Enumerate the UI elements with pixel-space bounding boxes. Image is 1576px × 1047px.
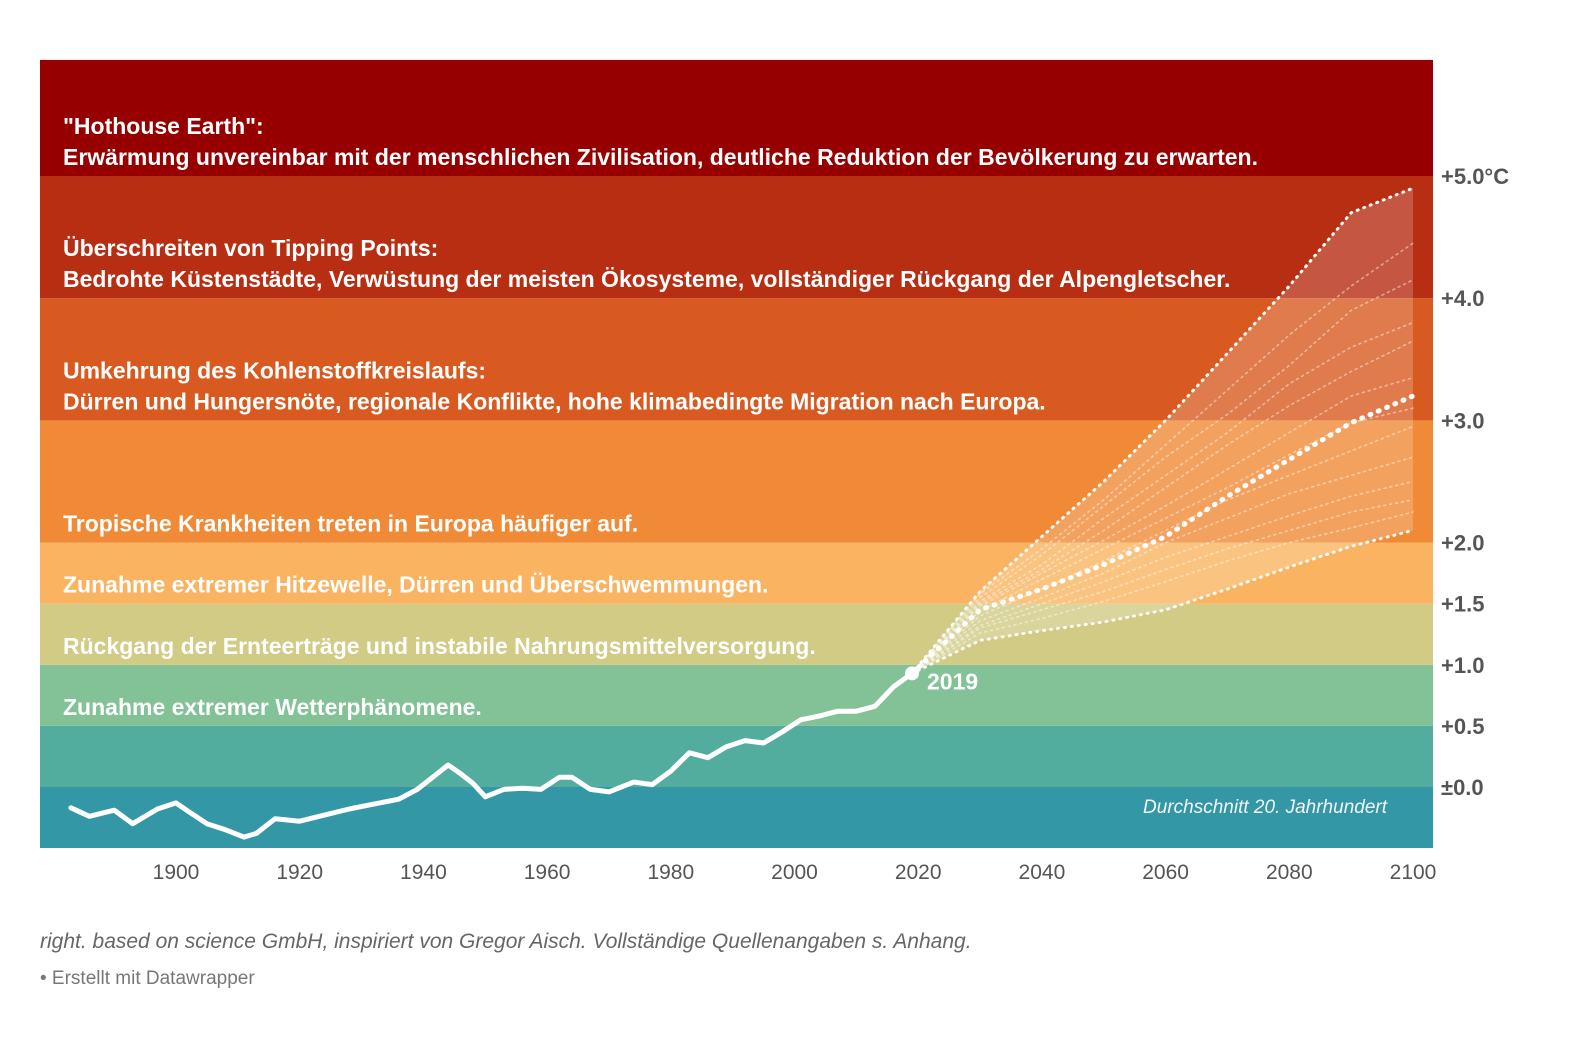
band-6-label-1: Dürren und Hungersnöte, regionale Konfli… xyxy=(63,388,1046,414)
x-tick-2080: 2080 xyxy=(1266,861,1313,884)
band-7-label-1: Bedrohte Küstenstädte, Verwüstung der me… xyxy=(63,266,1230,292)
projection-upper-line xyxy=(910,186,1415,675)
x-tick-1980: 1980 xyxy=(647,861,694,884)
x-tick-1960: 1960 xyxy=(524,861,571,884)
baseline-note: Durchschnitt 20. Jahrhundert xyxy=(1143,797,1388,818)
projection-range-area xyxy=(912,188,1413,674)
projection-ensemble-4 xyxy=(911,376,1414,675)
y-tick-7: +5.0°C xyxy=(1441,164,1509,189)
y-tick-1: +0.5 xyxy=(1441,714,1484,739)
x-tick-2020: 2020 xyxy=(895,861,942,884)
y-axis-ticks: ±0.0 +0.5 +1.0 +1.5 +2.0 +3.0 +4.0 +5.0°C xyxy=(1441,164,1509,800)
projection-ensemble-6 xyxy=(911,425,1414,675)
band-4-label-0: Zunahme extremer Hitzewelle, Dürren und … xyxy=(63,572,769,598)
x-tick-1900: 1900 xyxy=(153,861,200,884)
band-6-label-0: Umkehrung des Kohlenstoffkreislaufs: xyxy=(63,357,486,383)
y-tick-2: +1.0 xyxy=(1441,653,1484,678)
y-tick-4: +2.0 xyxy=(1441,531,1484,556)
y-tick-6: +4.0 xyxy=(1441,286,1484,311)
temperature-bands xyxy=(40,59,1433,848)
projection-ensemble-10 xyxy=(911,511,1414,675)
band-6 xyxy=(40,298,1433,421)
band-7 xyxy=(40,176,1433,299)
band-8-label-0: "Hothouse Earth": xyxy=(63,113,264,139)
projection-ensemble-3 xyxy=(911,340,1414,675)
x-tick-2000: 2000 xyxy=(771,861,818,884)
band-2-label-0: Zunahme extremer Wetterphänomene. xyxy=(63,694,482,720)
band-0 xyxy=(40,787,1433,848)
y-tick-3: +1.5 xyxy=(1441,592,1484,617)
x-tick-2100: 2100 xyxy=(1390,861,1437,884)
band-8-label-1: Erwärmung unvereinbar mit der menschlich… xyxy=(63,144,1258,170)
datawrapper-credit: • Erstellt mit Datawrapper xyxy=(40,968,255,989)
marker-2019-label: 2019 xyxy=(927,668,978,694)
band-3-label-0: Rückgang der Ernteerträge und instabile … xyxy=(63,633,816,659)
band-8 xyxy=(40,59,1433,176)
y-tick-5: +3.0 xyxy=(1441,408,1484,433)
projection-ensemble-2 xyxy=(911,321,1414,675)
band-4 xyxy=(40,542,1433,604)
x-tick-2060: 2060 xyxy=(1142,861,1189,884)
band-3 xyxy=(40,603,1433,665)
projection-ensemble-0 xyxy=(911,242,1414,675)
warming-chart: Zunahme extremer Wetterphänomene. Rückgan… xyxy=(40,59,1509,884)
y-tick-0: ±0.0 xyxy=(1441,775,1484,800)
x-tick-1940: 1940 xyxy=(400,861,447,884)
band-labels: Zunahme extremer Wetterphänomene. Rückgan… xyxy=(63,113,1258,720)
band-5 xyxy=(40,420,1433,543)
projection-ensemble-1 xyxy=(911,279,1414,675)
band-7-label-0: Überschreiten von Tipping Points: xyxy=(63,235,438,261)
projection-lines xyxy=(909,186,1416,676)
historical-temperature-line xyxy=(68,670,915,840)
x-axis-ticks: 1900 1920 1940 1960 1980 2000 2020 2040 2060 2080… xyxy=(153,861,1437,884)
band-5-label-0: Tropische Krankheiten treten in Europa h… xyxy=(63,511,638,537)
source-note: right. based on science GmbH, inspiriert… xyxy=(40,930,972,953)
x-tick-2040: 2040 xyxy=(1019,861,1066,884)
band-2 xyxy=(40,664,1433,726)
x-tick-1920: 1920 xyxy=(276,861,323,884)
projection-median-line xyxy=(909,393,1416,676)
marker-2019-dot xyxy=(905,666,920,681)
band-1 xyxy=(40,725,1433,787)
projection-ensemble-9 xyxy=(911,499,1414,675)
projection-ensemble-7 xyxy=(911,456,1414,675)
